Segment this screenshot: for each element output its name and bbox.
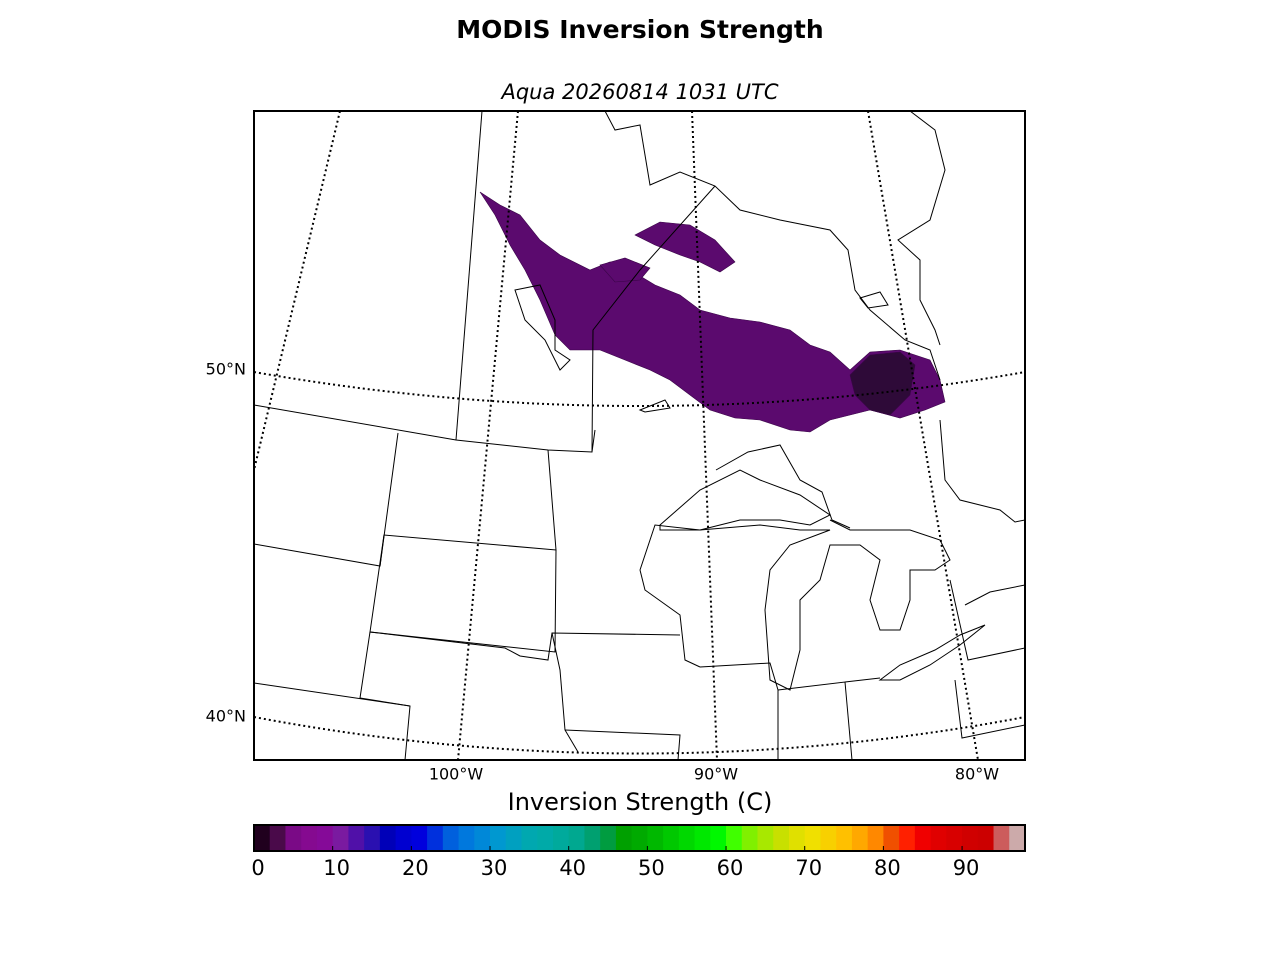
colorbar-tick-label: 50 <box>638 856 665 880</box>
map-body <box>254 111 1025 760</box>
inversion-area <box>849 351 916 416</box>
colorbar-segment <box>568 825 585 851</box>
colorbar-tick-label: 80 <box>874 856 901 880</box>
lat-label: 50°N <box>206 360 246 379</box>
colorbar-tick-label: 30 <box>481 856 508 880</box>
colorbar-segment <box>883 825 900 851</box>
colorbar-segment <box>411 825 428 851</box>
colorbar-segment <box>584 825 601 851</box>
colorbar-segment <box>600 825 617 851</box>
colorbar-segment <box>332 825 349 851</box>
inversion-area <box>599 257 651 283</box>
colorbar-segment <box>269 825 286 851</box>
lon-label: 100°W <box>429 765 484 784</box>
colorbar-segment <box>442 825 460 851</box>
colorbar-segment <box>663 825 680 851</box>
colorbar-segment <box>521 825 538 851</box>
colorbar-tick-label: 10 <box>323 856 350 880</box>
colorbar-segment <box>552 825 570 851</box>
colorbar-segment <box>348 825 365 851</box>
colorbar-segment <box>741 825 759 851</box>
colorbar-tick-label: 60 <box>717 856 744 880</box>
colorbar-tick-label: 90 <box>953 856 980 880</box>
colorbar-tick-label: 40 <box>559 856 586 880</box>
colorbar-segment <box>977 825 995 851</box>
colorbar-segment <box>993 825 1010 851</box>
colorbar-segment <box>946 825 963 851</box>
colorbar-segment <box>285 825 302 851</box>
colorbar-segment <box>930 825 947 851</box>
colorbar-frame <box>253 824 1026 852</box>
colorbar-segment <box>254 825 271 851</box>
colorbar-segment <box>505 825 522 851</box>
colorbar-segment <box>647 825 664 851</box>
colorbar-segment <box>804 825 821 851</box>
subtitle: Aqua 20260814 1031 UTC <box>499 80 778 104</box>
colorbar: 0 10 20 30 40 50 60 70 80 90 <box>251 824 1026 880</box>
colorbar-segment <box>694 825 711 851</box>
lat-label: 40°N <box>206 707 246 726</box>
lon-label: 80°W <box>955 765 999 784</box>
colorbar-segment <box>820 825 837 851</box>
colorbar-segment <box>379 825 397 851</box>
colorbar-segment <box>710 825 727 851</box>
colorbar-segment <box>757 825 774 851</box>
colorbar-tick-label: 0 <box>251 856 264 880</box>
colorbar-segment <box>773 825 790 851</box>
colorbar-label: Inversion Strength (C) <box>508 788 773 816</box>
colorbar-tick-label: 20 <box>402 856 429 880</box>
colorbar-segment <box>836 825 853 851</box>
title: MODIS Inversion Strength <box>456 15 823 44</box>
colorbar-segment <box>631 825 648 851</box>
colorbar-segment <box>615 825 633 851</box>
colorbar-segment <box>899 825 916 851</box>
colorbar-segment <box>914 825 932 851</box>
colorbar-tick-label: 70 <box>795 856 822 880</box>
colorbar-segment <box>537 825 554 851</box>
colorbar-segment <box>301 825 318 851</box>
colorbar-segment <box>395 825 412 851</box>
colorbar-segment <box>490 825 507 851</box>
colorbar-segment <box>316 825 334 851</box>
colorbar-segment <box>474 825 491 851</box>
colorbar-segment <box>867 825 884 851</box>
colorbar-segment <box>364 825 381 851</box>
map-frame <box>253 110 1026 761</box>
colorbar-segment <box>678 825 696 851</box>
colorbar-segment <box>1009 825 1026 851</box>
lon-label: 90°W <box>694 765 738 784</box>
colorbar-segment <box>788 825 806 851</box>
colorbar-segment <box>458 825 475 851</box>
graticule-labels: 50°N 40°N 100°W 90°W 80°W <box>206 360 1000 784</box>
colorbar-segment <box>851 825 869 851</box>
inversion-area <box>634 221 736 273</box>
colorbar-segment <box>427 825 444 851</box>
colorbar-segment <box>962 825 979 851</box>
colorbar-segment <box>726 825 743 851</box>
